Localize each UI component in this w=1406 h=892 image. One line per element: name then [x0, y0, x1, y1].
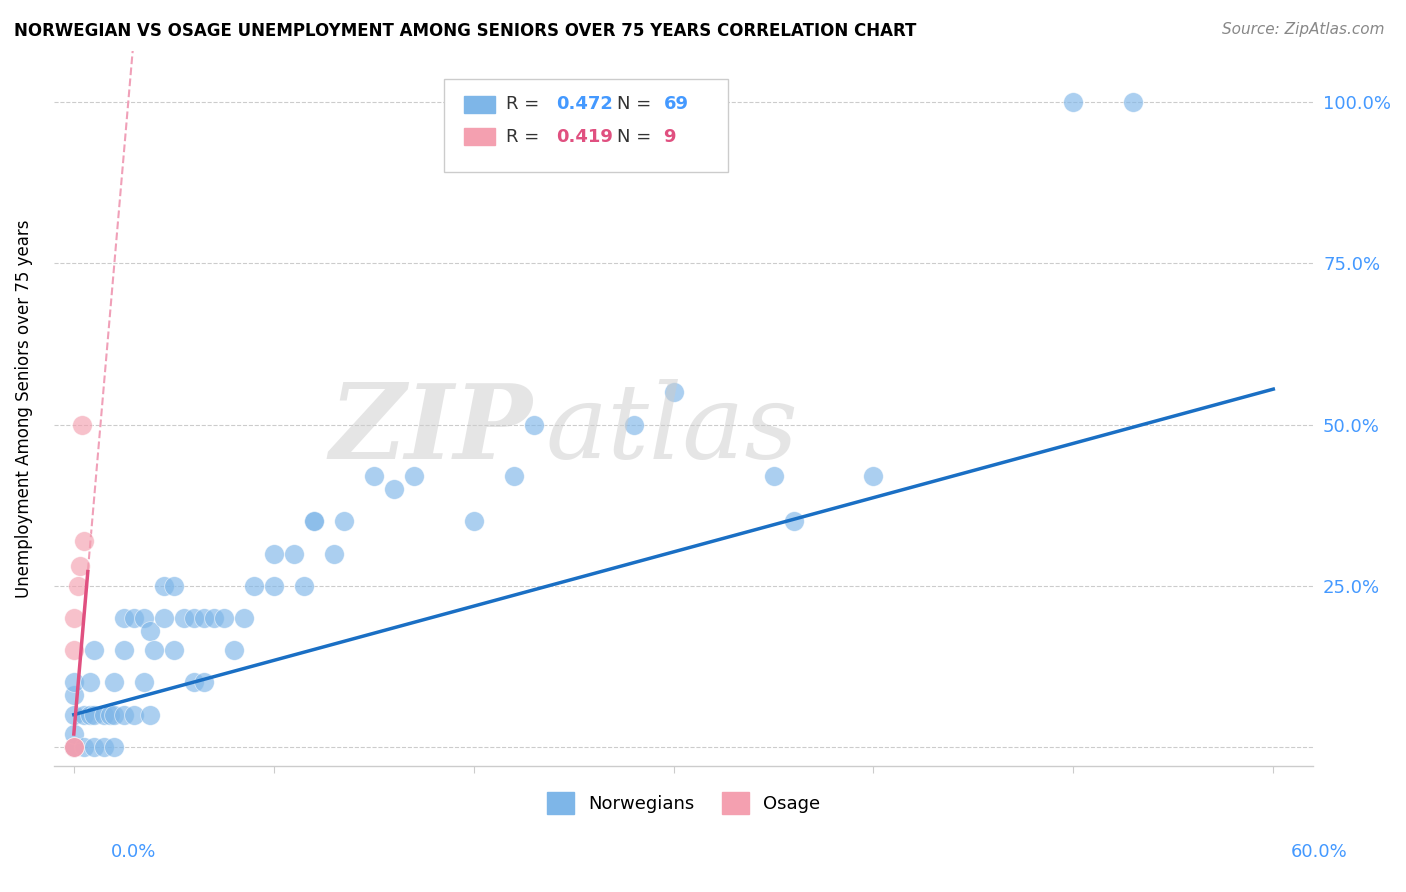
Point [66, 579, 89, 593]
Text: Source: ZipAtlas.com: Source: ZipAtlas.com [1222, 22, 1385, 37]
Point [63, 739, 86, 754]
Point [83, 707, 105, 722]
Point [63, 675, 86, 690]
FancyBboxPatch shape [464, 95, 495, 113]
Text: atlas: atlas [546, 379, 797, 481]
Point [79, 675, 101, 690]
Point [222, 643, 245, 657]
Point [132, 611, 155, 625]
FancyBboxPatch shape [464, 128, 495, 145]
Y-axis label: Unemployment Among Seniors over 75 years: Unemployment Among Seniors over 75 years [15, 219, 32, 598]
Point [302, 514, 325, 528]
Point [63, 739, 86, 754]
Point [63, 739, 86, 754]
Point [112, 707, 135, 722]
Text: 69: 69 [664, 95, 689, 113]
Point [98, 707, 121, 722]
Point [1122, 95, 1144, 110]
Point [662, 385, 685, 400]
Point [283, 547, 305, 561]
Point [762, 469, 785, 483]
Point [363, 469, 385, 483]
Point [212, 611, 235, 625]
Text: 0.419: 0.419 [557, 128, 613, 145]
Text: N =: N = [617, 128, 651, 145]
Point [112, 611, 135, 625]
Point [63, 739, 86, 754]
Point [122, 707, 145, 722]
Point [103, 675, 125, 690]
Point [63, 727, 86, 741]
Text: R =: R = [506, 95, 540, 113]
Text: N =: N = [617, 95, 651, 113]
Point [83, 643, 105, 657]
Point [63, 739, 86, 754]
Point [122, 611, 145, 625]
Point [242, 579, 264, 593]
Point [63, 689, 86, 703]
Text: NORWEGIAN VS OSAGE UNEMPLOYMENT AMONG SENIORS OVER 75 YEARS CORRELATION CHART: NORWEGIAN VS OSAGE UNEMPLOYMENT AMONG SE… [14, 22, 917, 40]
Point [292, 579, 315, 593]
Point [322, 547, 344, 561]
Point [263, 579, 285, 593]
Point [183, 611, 205, 625]
Text: ZIP: ZIP [329, 379, 533, 481]
Text: R =: R = [506, 128, 540, 145]
Point [202, 611, 225, 625]
Text: 0.0%: 0.0% [111, 843, 156, 861]
Point [1062, 95, 1084, 110]
Point [193, 675, 215, 690]
Point [862, 469, 884, 483]
Point [93, 739, 115, 754]
Point [139, 624, 162, 638]
Point [93, 707, 115, 722]
Point [73, 533, 96, 548]
Point [112, 643, 135, 657]
Point [70, 417, 93, 432]
Point [623, 417, 645, 432]
Point [79, 707, 101, 722]
Point [63, 707, 86, 722]
Point [83, 739, 105, 754]
Point [103, 707, 125, 722]
Point [63, 739, 86, 754]
Point [69, 559, 91, 574]
Point [193, 611, 215, 625]
Legend: Norwegians, Osage: Norwegians, Osage [540, 785, 828, 822]
Text: 9: 9 [664, 128, 676, 145]
Point [63, 739, 86, 754]
Point [163, 579, 186, 593]
Point [152, 611, 174, 625]
Point [63, 643, 86, 657]
Point [63, 739, 86, 754]
Point [232, 611, 254, 625]
Point [782, 514, 804, 528]
Point [523, 417, 546, 432]
Point [463, 514, 485, 528]
Text: 0.472: 0.472 [557, 95, 613, 113]
Point [402, 469, 425, 483]
Point [163, 643, 186, 657]
Point [382, 482, 405, 496]
Point [173, 611, 195, 625]
Point [302, 514, 325, 528]
Text: 60.0%: 60.0% [1291, 843, 1347, 861]
Point [73, 739, 96, 754]
Point [63, 611, 86, 625]
FancyBboxPatch shape [444, 79, 728, 172]
Point [502, 469, 524, 483]
Point [139, 707, 162, 722]
Point [263, 547, 285, 561]
Point [332, 514, 354, 528]
Point [142, 643, 165, 657]
Point [73, 707, 96, 722]
Point [183, 675, 205, 690]
Point [152, 579, 174, 593]
Point [103, 739, 125, 754]
Point [132, 675, 155, 690]
Point [63, 739, 86, 754]
